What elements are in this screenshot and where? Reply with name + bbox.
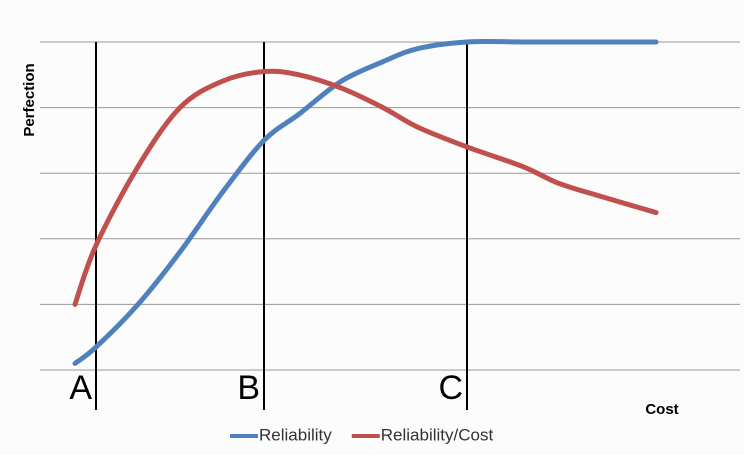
marker-label: B <box>237 369 260 407</box>
x-axis-label: Cost <box>645 401 678 418</box>
marker-label: C <box>438 369 463 407</box>
legend-label: Reliability <box>259 425 332 444</box>
legend-label: Reliability/Cost <box>381 425 494 444</box>
series-line <box>72 68 659 307</box>
y-axis-label: Perfection <box>21 63 38 136</box>
series-line <box>72 39 659 366</box>
marker-label: A <box>69 369 92 407</box>
